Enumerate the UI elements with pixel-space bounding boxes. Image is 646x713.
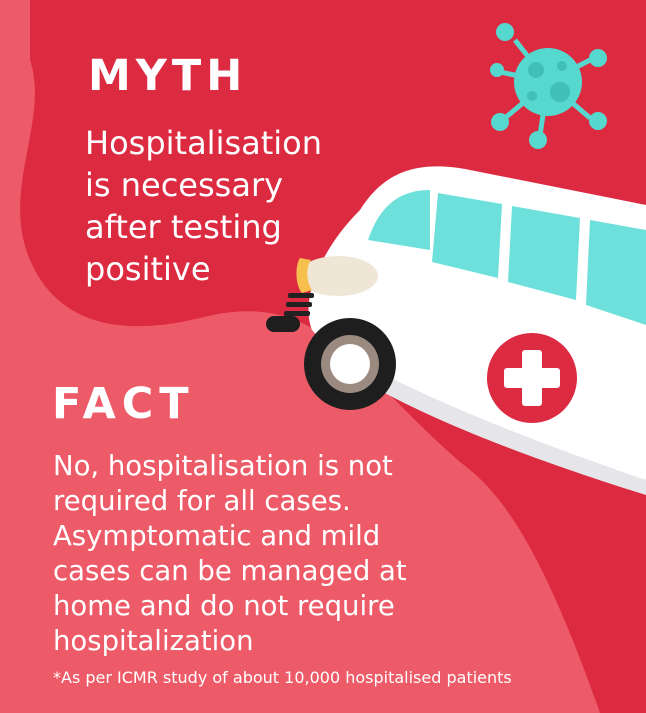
ambulance-window: [368, 190, 430, 250]
ambulance-window: [432, 193, 502, 278]
medical-cross-icon: [487, 333, 577, 423]
virus-icon: [490, 23, 607, 149]
myth-line: is necessary: [85, 166, 284, 204]
ambulance-headlight: [298, 256, 378, 296]
ambulance-illustration: [266, 166, 646, 495]
fact-line: cases can be managed at: [53, 555, 407, 587]
myth-line: positive: [85, 250, 211, 288]
ambulance-window: [508, 206, 580, 300]
fact-statement: No, hospitalisation is not required for …: [53, 449, 483, 659]
myth-line: after testing: [85, 208, 282, 246]
fact-heading: FACT: [52, 379, 195, 429]
fact-line: home and do not require: [53, 590, 395, 622]
myth-line: Hospitalisation: [85, 124, 323, 162]
fact-line: required for all cases.: [53, 485, 351, 517]
footnote: *As per ICMR study of about 10,000 hospi…: [53, 668, 512, 687]
ambulance-window: [586, 220, 646, 325]
fact-line: Asymptomatic and mild: [53, 520, 381, 552]
fact-line: hospitalization: [53, 625, 254, 657]
myth-heading: MYTH: [88, 51, 248, 101]
myth-statement: Hospitalisation is necessary after testi…: [85, 122, 385, 290]
fact-line: No, hospitalisation is not: [53, 450, 393, 482]
